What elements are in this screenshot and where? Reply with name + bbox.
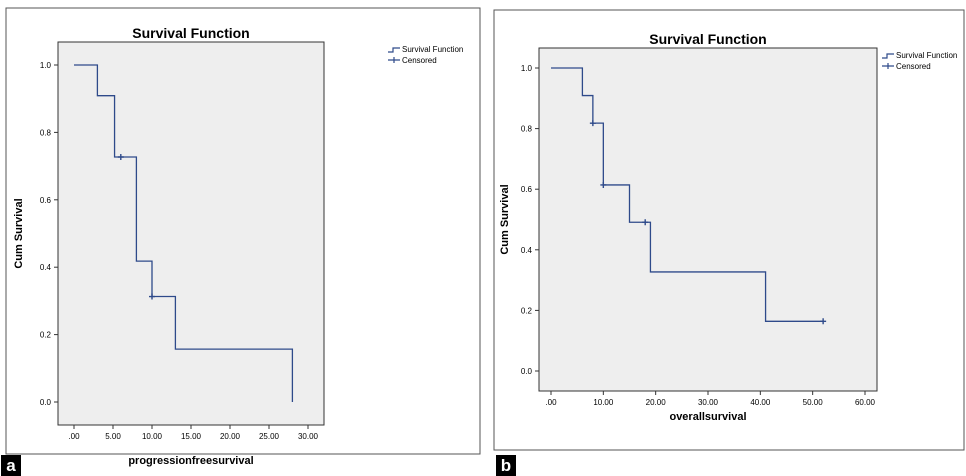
x-tick-label: 30.00 — [698, 398, 719, 407]
y-tick-label: 1.0 — [40, 61, 52, 70]
y-axis-label: Cum Survival — [499, 184, 511, 254]
x-tick-label: 15.00 — [181, 432, 202, 441]
x-tick-label: .00 — [545, 398, 557, 407]
chart-title: Survival Function — [649, 31, 766, 47]
y-tick-label: 0.4 — [521, 246, 533, 255]
x-tick-label: 10.00 — [142, 432, 163, 441]
x-axis-label: overallsurvival — [669, 411, 746, 423]
y-tick-label: 1.0 — [521, 64, 533, 73]
x-tick-label: 10.00 — [593, 398, 614, 407]
y-tick-label: 0.2 — [40, 331, 52, 340]
y-tick-label: 0.2 — [521, 306, 533, 315]
legend-survival-label: Survival Function — [896, 51, 957, 60]
censored-marker — [149, 293, 155, 300]
censored-marker — [600, 181, 607, 188]
legend-censored-label: Censored — [896, 62, 931, 71]
y-tick-label: 0.4 — [40, 263, 52, 272]
survival-function-line — [74, 64, 294, 402]
y-tick-label: 0.0 — [521, 367, 533, 376]
x-tick-label: 60.00 — [855, 398, 876, 407]
y-tick-label: 0.6 — [521, 185, 533, 194]
legend-censored-label: Censored — [402, 56, 437, 65]
x-tick-label: 40.00 — [750, 398, 771, 407]
plot-area — [538, 47, 878, 392]
x-tick-label: 25.00 — [259, 432, 280, 441]
censored-marker — [642, 219, 649, 226]
x-tick-label: .00 — [68, 432, 80, 441]
x-tick-label: 50.00 — [803, 398, 824, 407]
x-tick-label: 30.00 — [298, 432, 319, 441]
y-tick-label: 0.8 — [521, 125, 533, 134]
legend-survival-label: Survival Function — [402, 45, 463, 54]
x-tick-label: 20.00 — [646, 398, 667, 407]
x-tick-label: 5.00 — [105, 432, 121, 441]
censored-marker — [117, 154, 124, 161]
y-axis-label: Cum Survival — [13, 198, 25, 268]
x-tick-label: 20.00 — [220, 432, 241, 441]
y-tick-label: 0.0 — [40, 398, 52, 407]
y-tick-label: 0.6 — [40, 196, 52, 205]
x-axis-label: progressionfreesurvival — [128, 455, 253, 467]
legend-survival-swatch — [882, 53, 894, 59]
censored-marker — [820, 318, 827, 325]
censored-marker — [589, 120, 596, 127]
y-tick-label: 0.8 — [40, 128, 52, 137]
survival-chart-a: Survival Function .00 5.00 10.00 15.00 20.00 2… — [5, 7, 481, 467]
survival-function-line — [551, 67, 824, 322]
chart-title: Survival Function — [132, 25, 249, 41]
legend-censored-swatch — [882, 63, 894, 69]
chart-panel-a: Survival Function .00 5.00 10.00 15.00 20.00 2… — [1, 7, 481, 476]
panel-label-b: b — [496, 455, 516, 476]
survival-chart-b: Survival Function .00 10.00 20.00 30.00 40.00… — [493, 9, 965, 451]
panel-label-a: a — [1, 455, 21, 476]
chart-panel-b: Survival Function .00 10.00 20.00 30.00 40.00… — [486, 0, 966, 476]
legend-survival-swatch — [388, 47, 400, 53]
legend-censored-swatch — [388, 57, 400, 63]
plot-area — [57, 41, 325, 426]
